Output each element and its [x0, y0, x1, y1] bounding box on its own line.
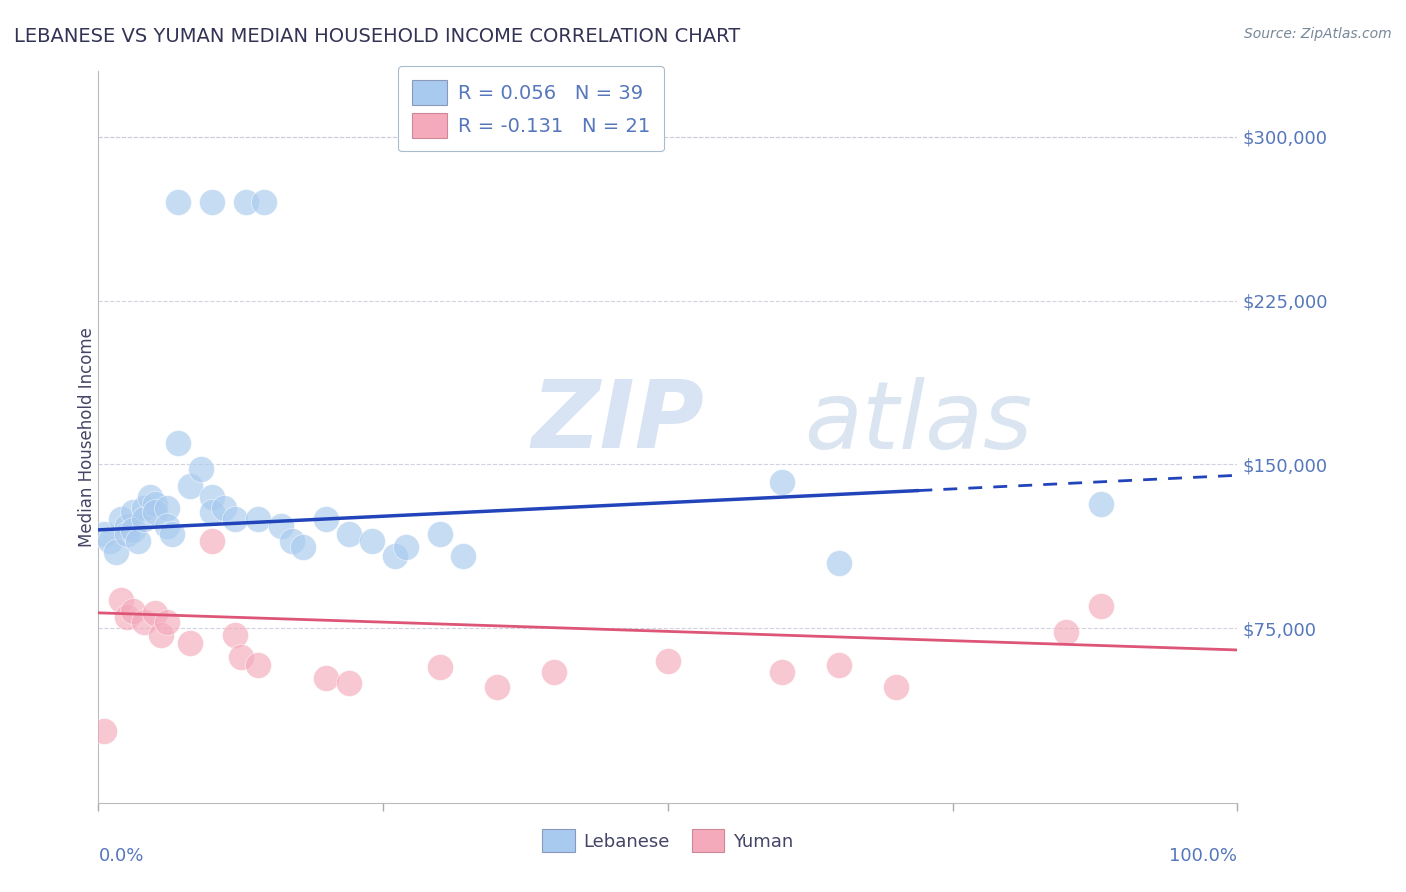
- Point: [337, 527, 360, 541]
- Point: [145, 606, 167, 620]
- Point: [121, 505, 143, 519]
- Point: [145, 497, 167, 511]
- Legend: Lebanese, Yuman: Lebanese, Yuman: [534, 822, 801, 860]
- Point: [828, 556, 851, 570]
- Text: ZIP: ZIP: [531, 376, 704, 468]
- Point: [121, 604, 143, 618]
- Text: LEBANESE VS YUMAN MEDIAN HOUSEHOLD INCOME CORRELATION CHART: LEBANESE VS YUMAN MEDIAN HOUSEHOLD INCOM…: [14, 27, 741, 45]
- Point: [145, 505, 167, 519]
- Point: [179, 479, 201, 493]
- Point: [115, 610, 138, 624]
- Point: [115, 518, 138, 533]
- Point: [451, 549, 474, 563]
- Point: [828, 658, 851, 673]
- Point: [201, 195, 224, 210]
- Point: [252, 195, 274, 210]
- Point: [121, 523, 143, 537]
- Point: [429, 660, 451, 674]
- Text: atlas: atlas: [804, 377, 1033, 468]
- Point: [1054, 625, 1078, 640]
- Point: [104, 545, 127, 559]
- Point: [224, 512, 246, 526]
- Point: [167, 435, 190, 450]
- Point: [315, 512, 337, 526]
- Point: [229, 649, 252, 664]
- Point: [93, 527, 115, 541]
- Point: [395, 541, 418, 555]
- Point: [127, 533, 149, 548]
- Point: [212, 501, 235, 516]
- Point: [884, 680, 907, 694]
- Point: [156, 615, 179, 629]
- Point: [429, 527, 451, 541]
- Point: [156, 501, 179, 516]
- Point: [179, 636, 201, 650]
- Text: 0.0%: 0.0%: [98, 847, 143, 864]
- Point: [315, 671, 337, 685]
- Point: [167, 195, 190, 210]
- Point: [150, 628, 173, 642]
- Point: [224, 628, 246, 642]
- Point: [132, 512, 155, 526]
- Point: [770, 475, 793, 489]
- Text: Source: ZipAtlas.com: Source: ZipAtlas.com: [1244, 27, 1392, 41]
- Point: [543, 665, 565, 679]
- Point: [292, 541, 315, 555]
- Point: [110, 512, 132, 526]
- Point: [156, 518, 179, 533]
- Point: [246, 658, 269, 673]
- Point: [93, 723, 115, 738]
- Point: [201, 533, 224, 548]
- Point: [246, 512, 269, 526]
- Point: [384, 549, 406, 563]
- Point: [98, 533, 121, 548]
- Point: [115, 527, 138, 541]
- Point: [1090, 599, 1112, 614]
- Point: [360, 533, 382, 548]
- Text: 100.0%: 100.0%: [1170, 847, 1237, 864]
- Point: [270, 518, 292, 533]
- Point: [110, 592, 132, 607]
- Point: [162, 527, 184, 541]
- Y-axis label: Median Household Income: Median Household Income: [79, 327, 96, 547]
- Point: [770, 665, 793, 679]
- Point: [138, 490, 160, 504]
- Point: [132, 615, 155, 629]
- Point: [235, 195, 257, 210]
- Point: [201, 505, 224, 519]
- Point: [190, 461, 212, 475]
- Point: [201, 490, 224, 504]
- Point: [657, 654, 679, 668]
- Point: [132, 501, 155, 516]
- Point: [281, 533, 304, 548]
- Point: [337, 675, 360, 690]
- Point: [1090, 497, 1112, 511]
- Point: [486, 680, 509, 694]
